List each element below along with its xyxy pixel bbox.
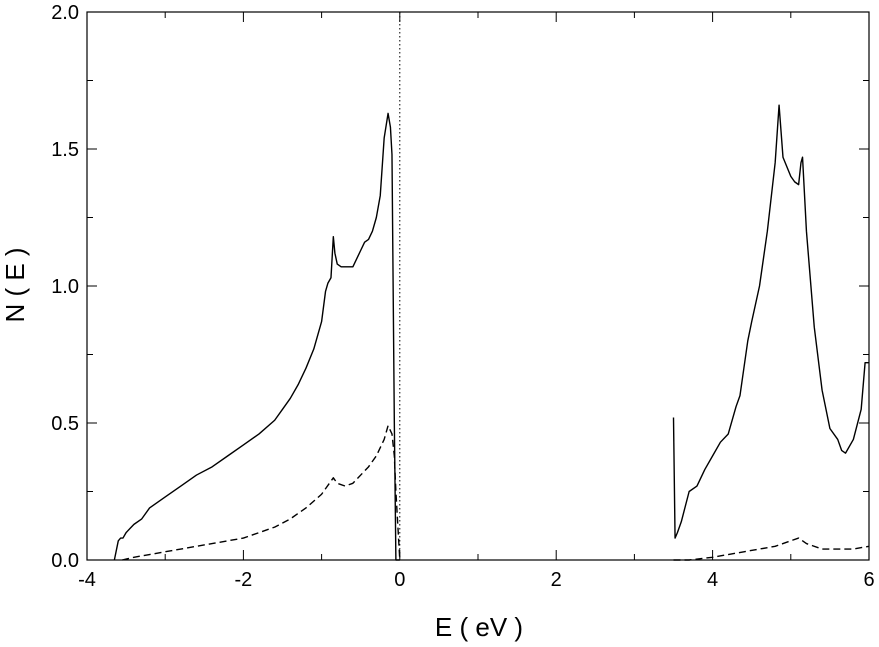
y-tick-label: 1.5 bbox=[51, 139, 79, 161]
y-tick-label: 1.0 bbox=[51, 276, 79, 298]
series-solid-line bbox=[113, 104, 869, 561]
x-tick-label: -2 bbox=[235, 569, 253, 591]
plot-frame bbox=[86, 11, 870, 561]
series-dashed-line bbox=[122, 425, 870, 561]
x-tick-label: -4 bbox=[78, 569, 96, 591]
y-tick-label: 2.0 bbox=[51, 2, 79, 24]
x-tick-label: 0 bbox=[394, 569, 405, 591]
x-tick-label: 2 bbox=[551, 569, 562, 591]
y-tick-label: 0.0 bbox=[51, 550, 79, 572]
x-axis-label: E ( eV ) bbox=[435, 612, 523, 642]
y-axis-label: N ( E ) bbox=[0, 247, 30, 322]
x-tick-label: 4 bbox=[707, 569, 718, 591]
axes: -4 -2 0 2 4 6 0.0 0.5 1.0 1.5 2.0 bbox=[51, 2, 874, 591]
x-tick-label: 6 bbox=[863, 569, 874, 591]
plot-area bbox=[113, 12, 870, 561]
y-tick-label: 0.5 bbox=[51, 413, 79, 435]
